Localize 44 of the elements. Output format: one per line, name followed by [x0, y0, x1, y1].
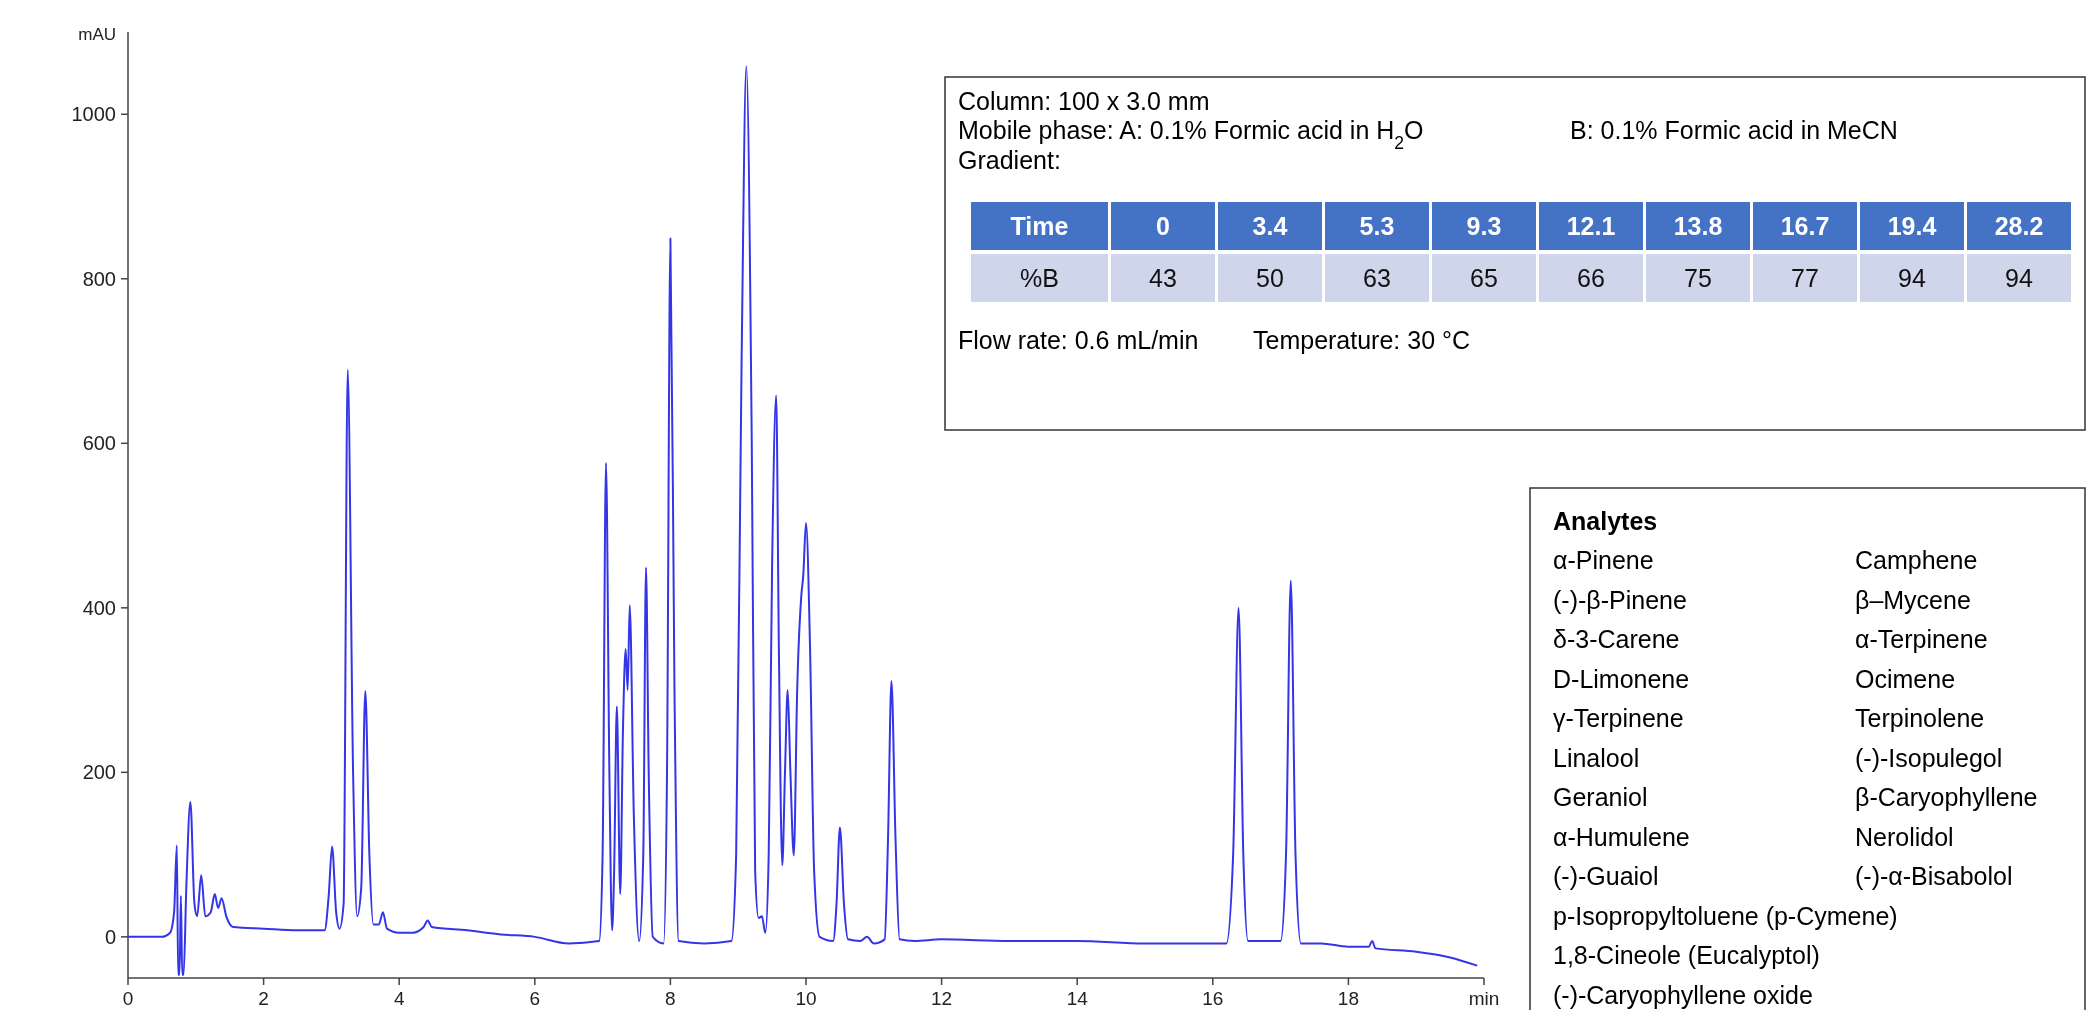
annotation: 0: [1156, 212, 1170, 240]
y-tick-label: 0: [104, 925, 116, 948]
text: 66: [1577, 264, 1605, 292]
x-tick-label: 18: [1337, 988, 1359, 1009]
annotation: Flow rate: 0.6 mL/min: [958, 326, 1199, 354]
annotation: 65: [1470, 264, 1498, 292]
x-tick-label: min: [1468, 988, 1500, 1009]
y-tick-label: 200: [82, 761, 116, 784]
annotation: 43: [1149, 264, 1177, 292]
text: 19.4: [1887, 212, 1937, 240]
text: 94: [1898, 264, 1926, 292]
text: 28.2: [1994, 212, 2044, 240]
annotation: %B: [1020, 264, 1059, 292]
annotation: Column: 100 x 3.0 mm: [958, 87, 1210, 115]
annotation: Temperature: 30 °C: [1253, 326, 1471, 354]
text: 94: [2005, 264, 2033, 292]
text: 77: [1791, 264, 1819, 292]
x-tick-label: 4: [393, 988, 405, 1009]
annotation: Time: [1010, 212, 1069, 240]
y-axis-title: mAU: [78, 25, 116, 44]
x-tick-label: 10: [795, 988, 817, 1009]
annotation: 9.3: [1466, 212, 1502, 240]
text: 16.7: [1780, 212, 1830, 240]
analytes-panel: Analytes α-Pinene Camphene (-)-β-Pinene β–Mycene δ-3-Carene α-Terpinene D-Limonene Ocimene γ-Terpinene Terpinolene Linalool (-)-Isopulegol Geraniol β-Caryophyllene α-Humulene Nerolidol (-)-Guaiol (-)-α-Bisabolol p-Isopropyltoluene (p-Cymene) 1,8-Cineole (Eucalyptol) (-)-Caryophyllene oxide: [1529, 487, 2086, 1010]
text: 75: [1684, 264, 1712, 292]
annotation: 63: [1363, 264, 1391, 292]
x-tick-label: 6: [529, 988, 541, 1009]
x-tick-label: 12: [931, 988, 953, 1009]
x-tick-label: 16: [1202, 988, 1224, 1009]
text: 12.1: [1566, 212, 1616, 240]
text: 13.8: [1673, 212, 1723, 240]
x-tick-label: 2: [258, 988, 269, 1009]
x-tick-label: 0: [122, 988, 134, 1009]
text: B: 0.1% Formic acid in MeCN: [1570, 116, 1898, 144]
y-tick-label: 400: [82, 596, 116, 619]
annotation: Gradient:: [958, 146, 1061, 174]
annotation: 3.4: [1252, 212, 1288, 240]
y-tick-label: 1000: [71, 103, 116, 126]
y-tick-label: 800: [82, 267, 116, 290]
annotation: 50: [1256, 264, 1284, 292]
x-tick-label: 8: [665, 988, 676, 1009]
x-tick-label: 14: [1066, 988, 1089, 1009]
y-tick-label: 600: [82, 432, 116, 455]
annotation: 5.3: [1359, 212, 1395, 240]
